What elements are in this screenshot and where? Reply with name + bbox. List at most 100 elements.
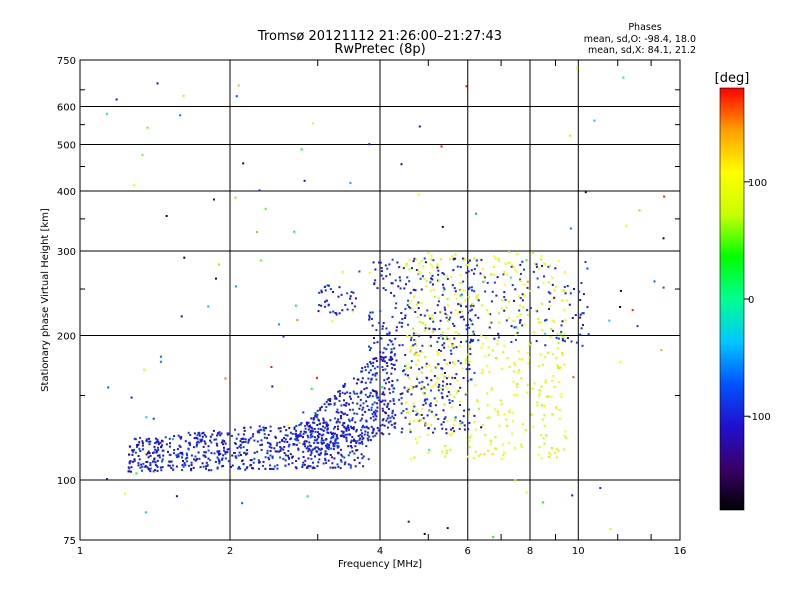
data-point: [524, 429, 527, 431]
data-point: [382, 433, 385, 436]
data-point: [426, 451, 429, 454]
data-point: [325, 299, 328, 302]
data-point: [335, 313, 338, 316]
data-point: [486, 416, 489, 419]
data-point: [337, 411, 340, 414]
data-point: [258, 467, 260, 470]
data-point: [351, 427, 353, 430]
data-point: [265, 426, 267, 429]
data-point: [207, 305, 210, 308]
data-point: [322, 441, 325, 444]
data-point: [241, 502, 244, 505]
data-point: [619, 306, 622, 308]
data-point: [428, 327, 431, 330]
data-point: [523, 293, 526, 296]
data-point: [389, 400, 392, 403]
data-point: [184, 457, 187, 460]
data-point: [439, 258, 442, 261]
data-point: [435, 365, 438, 368]
data-point: [244, 468, 247, 471]
data-point: [177, 455, 180, 458]
data-point: [442, 421, 445, 424]
data-point: [347, 426, 350, 429]
data-point: [322, 419, 325, 422]
data-point: [406, 304, 409, 307]
data-point: [476, 399, 479, 402]
data-point: [256, 450, 259, 453]
data-point: [465, 324, 468, 327]
data-point: [154, 437, 157, 440]
data-point: [434, 312, 437, 314]
data-point: [309, 433, 312, 436]
data-point: [340, 415, 342, 417]
data-point: [544, 263, 547, 265]
data-point: [537, 365, 540, 367]
data-point: [142, 448, 144, 451]
data-point: [354, 421, 357, 424]
data-point: [395, 302, 398, 305]
data-point: [349, 181, 352, 184]
data-point: [599, 487, 602, 489]
data-point: [415, 269, 418, 271]
data-point: [402, 267, 405, 270]
data-point: [482, 280, 485, 283]
data-point: [138, 441, 141, 444]
data-point: [168, 437, 171, 440]
data-point: [440, 387, 443, 390]
data-point: [504, 298, 507, 301]
data-point: [440, 334, 443, 337]
data-point: [156, 82, 159, 85]
data-point: [137, 443, 140, 446]
data-point: [147, 452, 149, 455]
data-point: [522, 306, 525, 309]
data-point: [173, 452, 175, 455]
data-point: [426, 327, 429, 330]
data-point: [454, 293, 457, 296]
data-point: [445, 335, 448, 338]
data-point: [227, 460, 230, 463]
data-point: [549, 336, 552, 339]
data-point: [226, 433, 229, 436]
data-point: [380, 355, 383, 358]
data-point: [391, 343, 394, 346]
data-point: [271, 385, 274, 388]
data-point: [239, 467, 241, 470]
data-point: [427, 427, 430, 430]
data-point: [459, 423, 462, 426]
data-point: [469, 318, 471, 321]
data-point: [381, 393, 384, 395]
data-point: [442, 331, 444, 334]
data-point: [348, 395, 351, 398]
data-point: [437, 386, 440, 388]
data-point: [475, 297, 478, 300]
data-point: [557, 342, 560, 345]
data-point: [287, 456, 290, 459]
data-point: [566, 285, 569, 287]
data-point: [319, 449, 322, 452]
data-point: [418, 320, 421, 323]
data-point: [170, 467, 173, 469]
data-point: [467, 288, 470, 291]
data-point: [269, 425, 272, 428]
data-point: [306, 466, 309, 469]
data-point: [417, 301, 420, 304]
data-point: [244, 440, 247, 443]
data-point: [361, 408, 364, 411]
data-point: [242, 438, 245, 441]
data-point: [561, 289, 564, 292]
data-point: [543, 275, 545, 278]
data-point: [555, 407, 557, 410]
data-point: [453, 363, 456, 365]
data-point: [486, 404, 489, 407]
data-point: [318, 453, 321, 456]
data-point: [181, 469, 184, 471]
data-point: [148, 452, 151, 455]
data-point: [383, 393, 386, 396]
data-point: [470, 319, 473, 322]
y-tick-label: 200: [57, 332, 76, 343]
data-point: [147, 440, 150, 443]
data-point: [235, 456, 238, 459]
data-point: [139, 466, 142, 469]
data-point: [536, 404, 539, 407]
